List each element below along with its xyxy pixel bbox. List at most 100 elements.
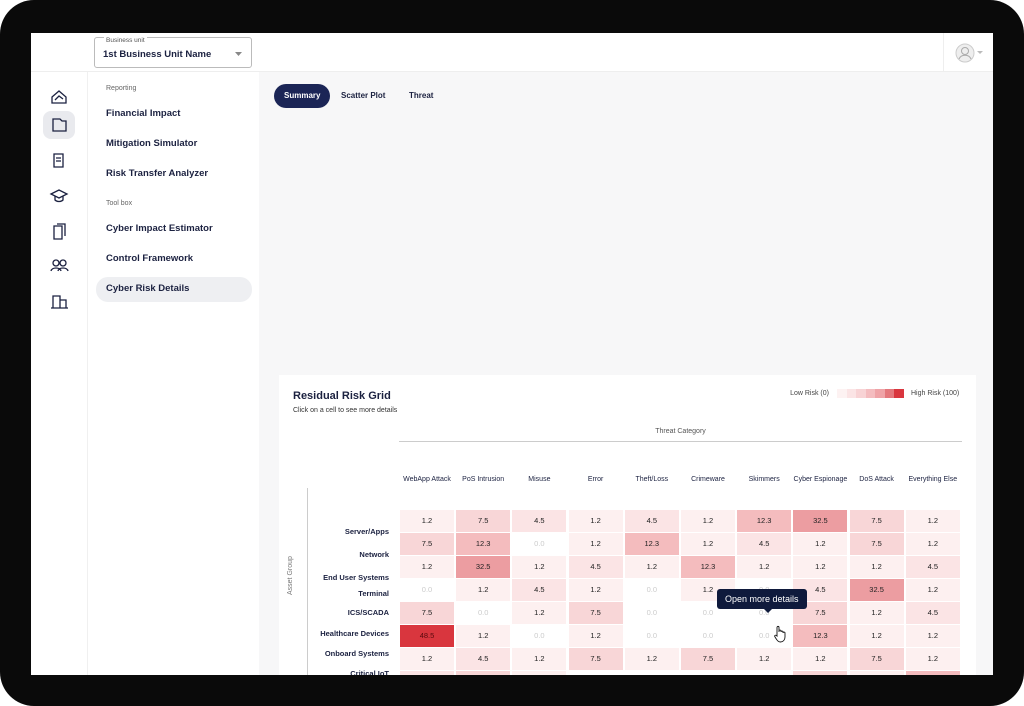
risk-cell[interactable]: 4.5 (905, 556, 960, 578)
icon-building[interactable] (51, 295, 68, 309)
risk-cell[interactable]: 1.2 (624, 648, 679, 670)
risk-cell[interactable]: 12.3 (905, 671, 960, 675)
icon-doc[interactable] (53, 153, 64, 168)
risk-cell[interactable]: 12.3 (681, 556, 735, 578)
user-menu[interactable] (943, 33, 993, 72)
risk-cell[interactable]: 4.5 (568, 556, 623, 578)
nav-item[interactable]: Mitigation Simulator (106, 138, 198, 149)
nav-item[interactable]: Financial Impact (106, 108, 181, 119)
risk-cell[interactable]: 7.5 (793, 671, 848, 675)
risk-cell[interactable]: 1.2 (400, 648, 454, 670)
nav-item[interactable]: Control Framework (106, 253, 194, 264)
risk-cell[interactable]: 1.2 (624, 556, 679, 578)
nav-item[interactable]: Cyber Risk Details (96, 277, 252, 302)
risk-cell[interactable]: 1.2 (512, 556, 567, 578)
risk-cell[interactable]: 1.2 (905, 625, 960, 647)
nav-item[interactable]: Risk Transfer Analyzer (106, 168, 209, 179)
risk-cell[interactable]: 0.0 (512, 625, 567, 647)
business-unit-select[interactable]: Business unit 1st Business Unit Name (94, 37, 252, 68)
risk-cell[interactable]: 0.0 (624, 579, 679, 601)
risk-cell[interactable]: 7.5 (849, 533, 904, 555)
icon-home[interactable] (51, 90, 67, 104)
nav-section-title: Tool box (106, 200, 133, 207)
risk-cell[interactable]: 7.5 (456, 671, 511, 675)
risk-cell[interactable]: 1.2 (849, 556, 904, 578)
risk-cell[interactable]: 1.2 (681, 510, 735, 532)
risk-cell[interactable]: 12.3 (456, 533, 511, 555)
tab[interactable]: Threat (409, 91, 434, 100)
risk-cell[interactable]: 4.5 (793, 579, 848, 601)
risk-cell[interactable]: 1.2 (737, 556, 792, 578)
nav-item[interactable]: Cyber Impact Estimator (106, 223, 213, 234)
risk-cell[interactable]: 7.5 (568, 602, 623, 624)
icon-folder[interactable] (52, 118, 67, 132)
tab[interactable]: Summary (274, 84, 331, 108)
risk-cell[interactable]: 1.2 (568, 579, 623, 601)
risk-cell[interactable]: 1.2 (512, 671, 567, 675)
risk-cell[interactable]: 0.0 (624, 671, 679, 675)
risk-cell[interactable]: 1.2 (737, 648, 792, 670)
icon-copy[interactable] (53, 223, 66, 240)
risk-cell[interactable]: 7.5 (849, 648, 904, 670)
risk-cell[interactable]: 1.2 (905, 648, 960, 670)
risk-cell[interactable]: 0.0 (624, 625, 679, 647)
risk-cell[interactable]: 0.0 (568, 671, 623, 675)
column-header: DoS Attack (859, 476, 894, 483)
risk-cell[interactable]: 4.5 (624, 510, 679, 532)
risk-cell[interactable]: 7.5 (568, 648, 623, 670)
risk-cell[interactable]: 7.5 (793, 602, 848, 624)
risk-cell[interactable]: 12.3 (737, 510, 792, 532)
risk-cell[interactable]: 1.2 (568, 625, 623, 647)
risk-cell[interactable]: 1.2 (400, 556, 454, 578)
risk-cell[interactable]: 7.5 (456, 510, 511, 532)
risk-cell[interactable]: 1.2 (568, 510, 623, 532)
risk-cell[interactable]: 1.2 (849, 602, 904, 624)
risk-cell[interactable]: 1.2 (400, 510, 454, 532)
risk-cell[interactable]: 4.5 (456, 648, 511, 670)
risk-cell[interactable]: 32.5 (793, 510, 848, 532)
risk-cell[interactable]: 0.0 (400, 579, 454, 601)
risk-cell[interactable]: 0.0 (681, 625, 735, 647)
risk-cell[interactable]: 1.2 (512, 602, 567, 624)
risk-cell[interactable]: 4.5 (737, 533, 792, 555)
icon-learn[interactable] (49, 189, 69, 203)
risk-cell[interactable]: 1.2 (456, 579, 511, 601)
risk-cell[interactable]: 1.2 (568, 533, 623, 555)
risk-cell[interactable]: 12.3 (624, 533, 679, 555)
risk-cell[interactable]: 4.5 (512, 579, 567, 601)
risk-cell[interactable]: 7.5 (400, 602, 454, 624)
risk-cell[interactable]: 4.5 (400, 671, 454, 675)
risk-cell[interactable]: 1.2 (456, 625, 511, 647)
risk-cell[interactable]: 7.5 (849, 510, 904, 532)
icon-team[interactable] (52, 259, 60, 267)
risk-cell[interactable]: 0.0 (624, 602, 679, 624)
row-label: End User Systems (323, 573, 389, 582)
risk-cell[interactable]: 32.5 (849, 579, 904, 601)
risk-cell[interactable]: 4.5 (512, 510, 567, 532)
tab[interactable]: Scatter Plot (341, 91, 386, 100)
risk-cell[interactable]: 1.2 (849, 625, 904, 647)
risk-cell[interactable]: 48.5 (400, 625, 454, 647)
risk-cell[interactable]: 0.0 (737, 671, 792, 675)
risk-cell[interactable]: 0.0 (512, 533, 567, 555)
risk-cell[interactable]: 1.2 (793, 533, 848, 555)
risk-cell[interactable]: 32.5 (456, 556, 511, 578)
risk-cell[interactable]: 1.2 (681, 533, 735, 555)
risk-cell[interactable]: 1.2 (905, 579, 960, 601)
risk-cell[interactable]: 1.2 (512, 648, 567, 670)
risk-cell[interactable]: 7.5 (400, 533, 454, 555)
risk-cell[interactable]: 4.5 (905, 602, 960, 624)
risk-cell[interactable]: 1.2 (905, 533, 960, 555)
risk-cell[interactable]: 0.0 (681, 671, 735, 675)
risk-cell[interactable]: 1.2 (849, 671, 904, 675)
row-label: Critical IoT (350, 669, 389, 675)
risk-cell[interactable]: 12.3 (793, 625, 848, 647)
risk-cell[interactable]: 1.2 (905, 510, 960, 532)
risk-cell[interactable]: 1.2 (793, 648, 848, 670)
risk-cell[interactable]: 7.5 (681, 648, 735, 670)
nav-section-title: Reporting (106, 85, 137, 92)
risk-cell[interactable]: 0.0 (456, 602, 511, 624)
column-header: Theft/Loss (635, 476, 669, 483)
risk-cell[interactable]: 1.2 (793, 556, 848, 578)
axis-rule (399, 441, 962, 442)
